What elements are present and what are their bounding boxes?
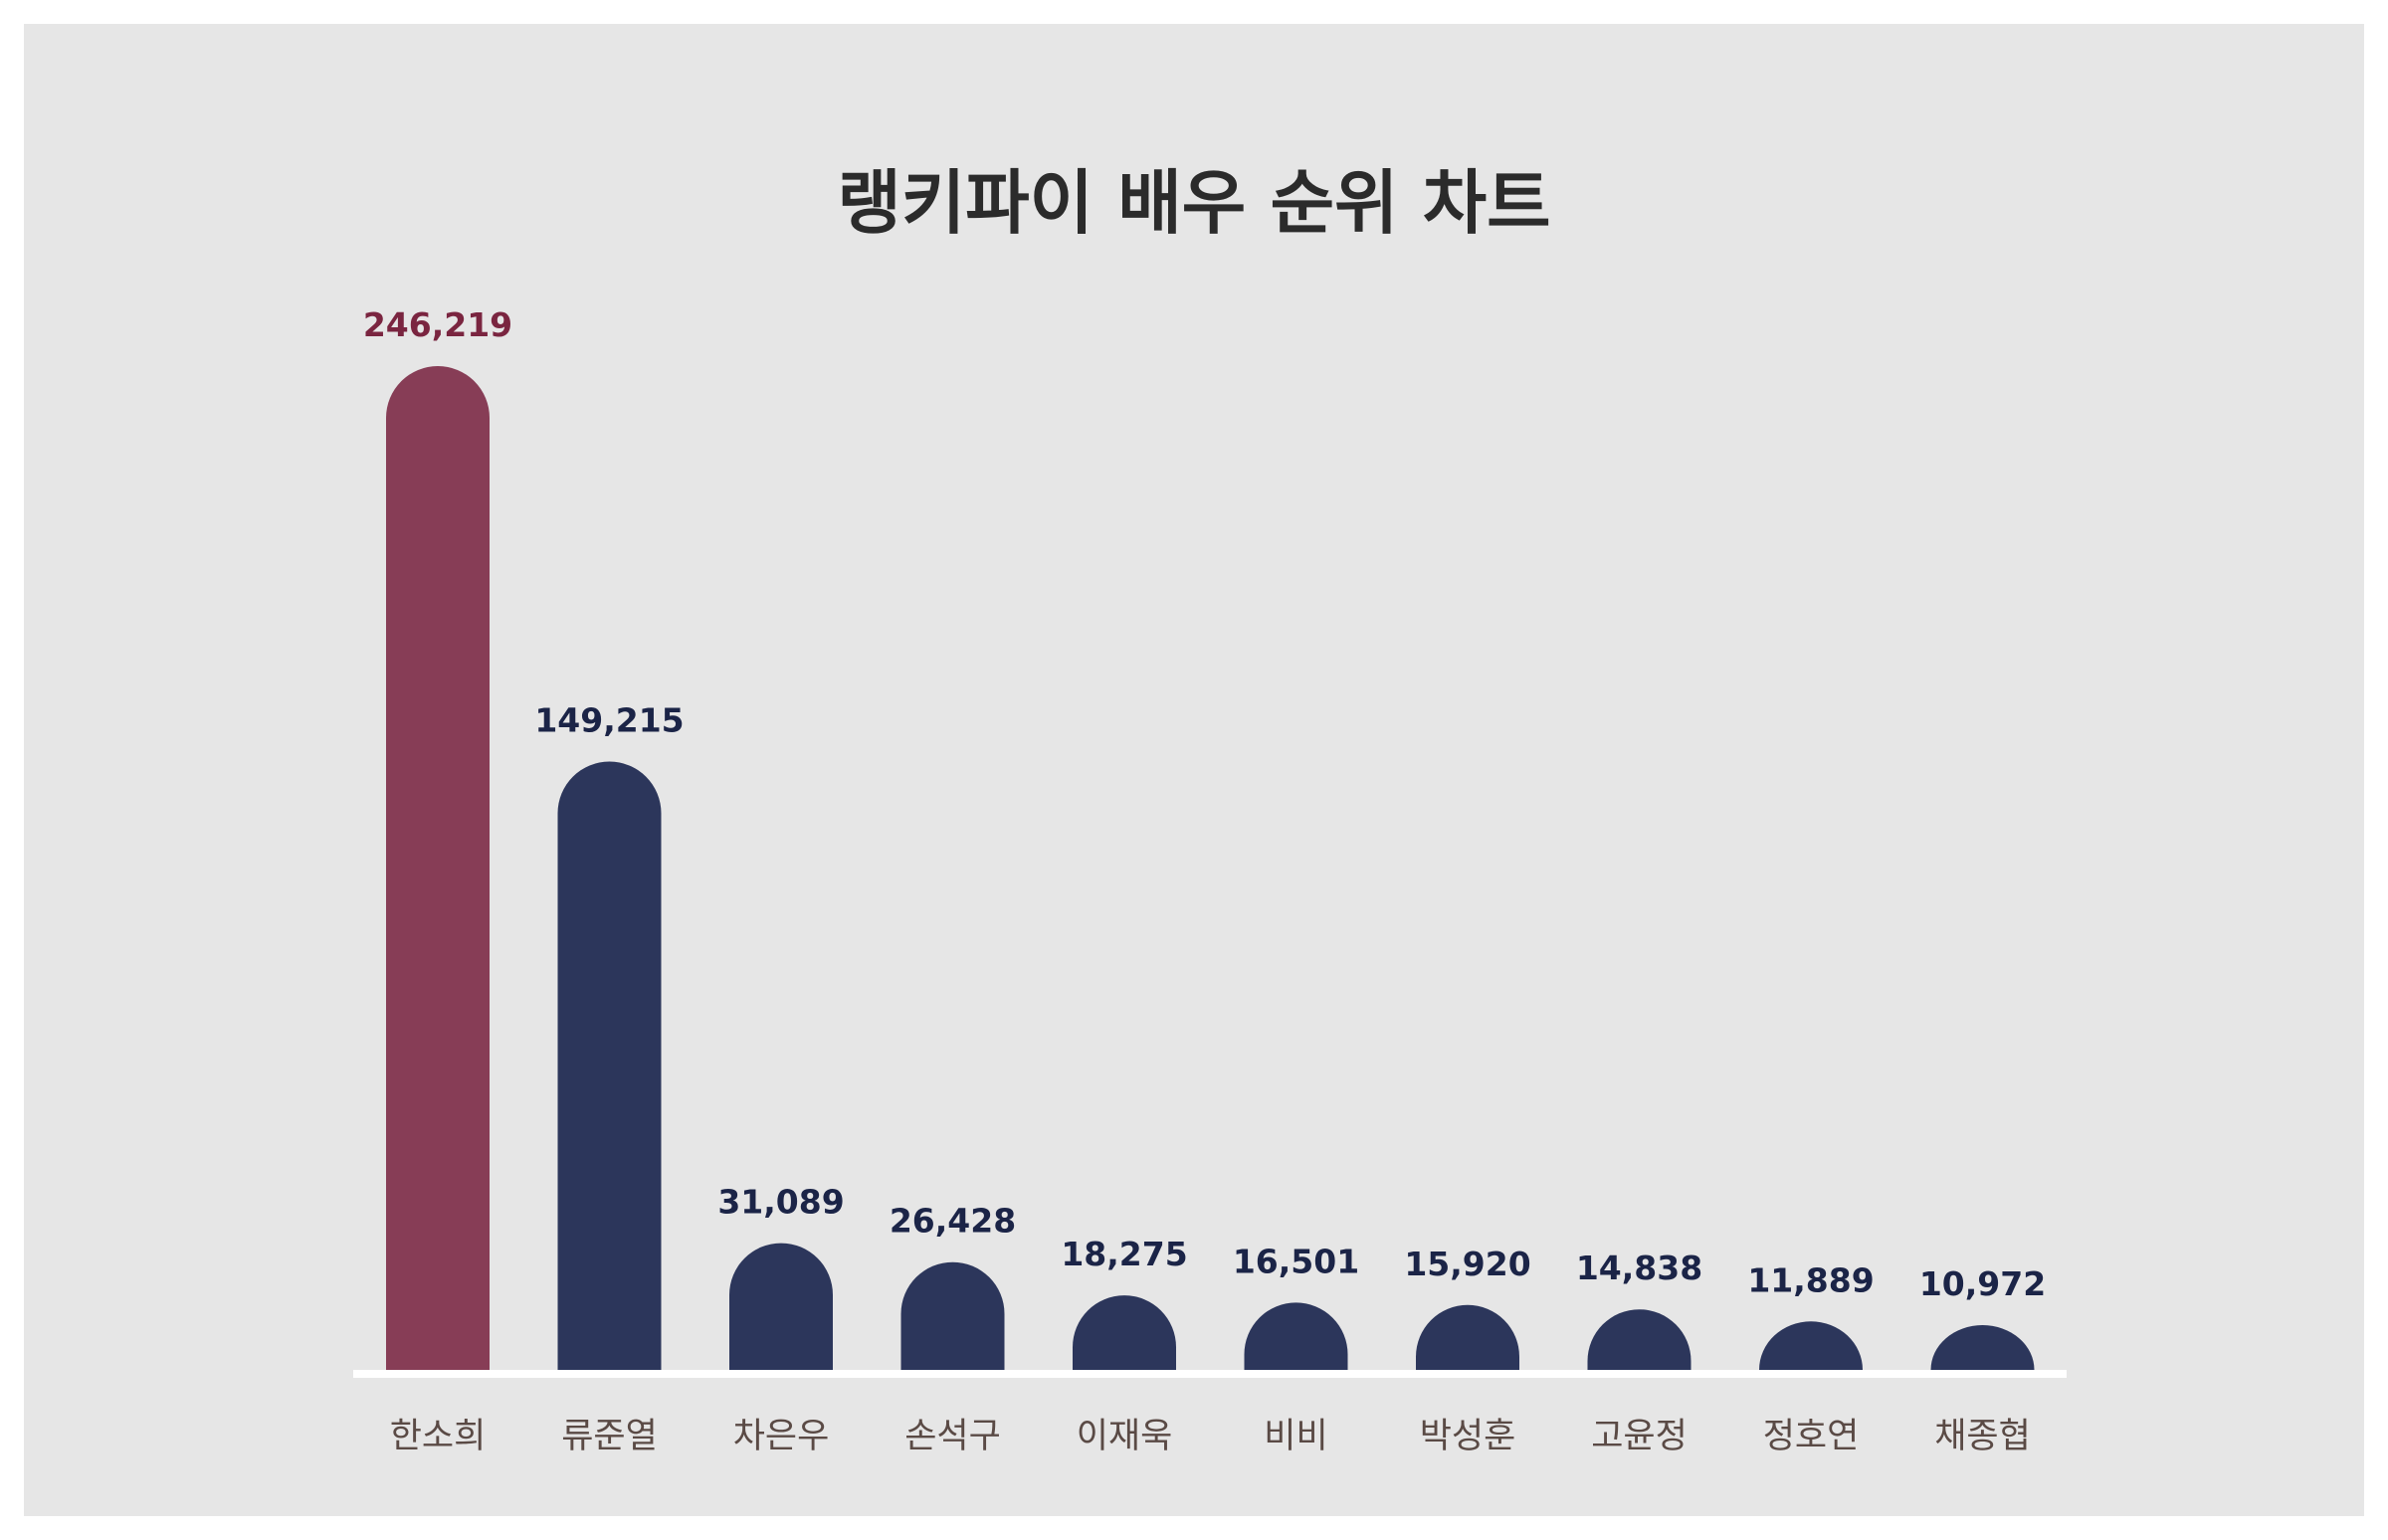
value-label-5: 18,275 [1061,1235,1187,1273]
bar-3 [729,1243,833,1370]
bar-9 [1759,1321,1863,1370]
category-label-10: 채종협 [1934,1417,2031,1456]
value-label-7: 15,920 [1404,1245,1530,1283]
value-label-1: 246,219 [363,305,512,344]
category-label-6: 비비 [1264,1417,1327,1456]
category-label-4: 손석구 [904,1417,1001,1456]
category-label-8: 고윤정 [1591,1417,1688,1456]
category-label-9: 정호연 [1763,1417,1860,1456]
bar-4 [900,1261,1005,1370]
bar-1 [386,366,490,1370]
bar-10 [1930,1325,2035,1370]
chart-title: 랭키파이 배우 순위 차트 [837,162,1551,244]
category-label-3: 차은우 [733,1417,830,1456]
bar-6 [1244,1302,1348,1370]
category-label-5: 이재욱 [1077,1417,1173,1456]
bar-5 [1073,1295,1176,1370]
chart-baseline [353,1370,2067,1378]
value-label-10: 10,972 [1919,1264,2046,1303]
value-label-2: 149,215 [534,701,684,740]
category-label-7: 박성훈 [1420,1417,1516,1456]
category-labels-group: 한소희 류준열 차은우 손석구 이재욱 비비 박성훈 고윤정 정호연 채종협 [390,1417,2031,1456]
bars-group [386,366,2035,1370]
bar-8 [1587,1309,1692,1370]
value-label-3: 31,089 [717,1183,844,1222]
category-label-2: 류준열 [561,1417,658,1456]
value-labels-group: 246,219 149,215 31,089 26,428 18,275 16,501 15… [363,305,2046,1303]
category-label-1: 한소희 [390,1417,487,1456]
value-label-4: 26,428 [890,1202,1016,1241]
value-label-6: 16,501 [1233,1242,1359,1280]
value-label-8: 14,838 [1576,1249,1702,1287]
bar-2 [557,761,662,1370]
bar-7 [1416,1304,1519,1370]
value-label-9: 11,889 [1747,1260,1874,1299]
